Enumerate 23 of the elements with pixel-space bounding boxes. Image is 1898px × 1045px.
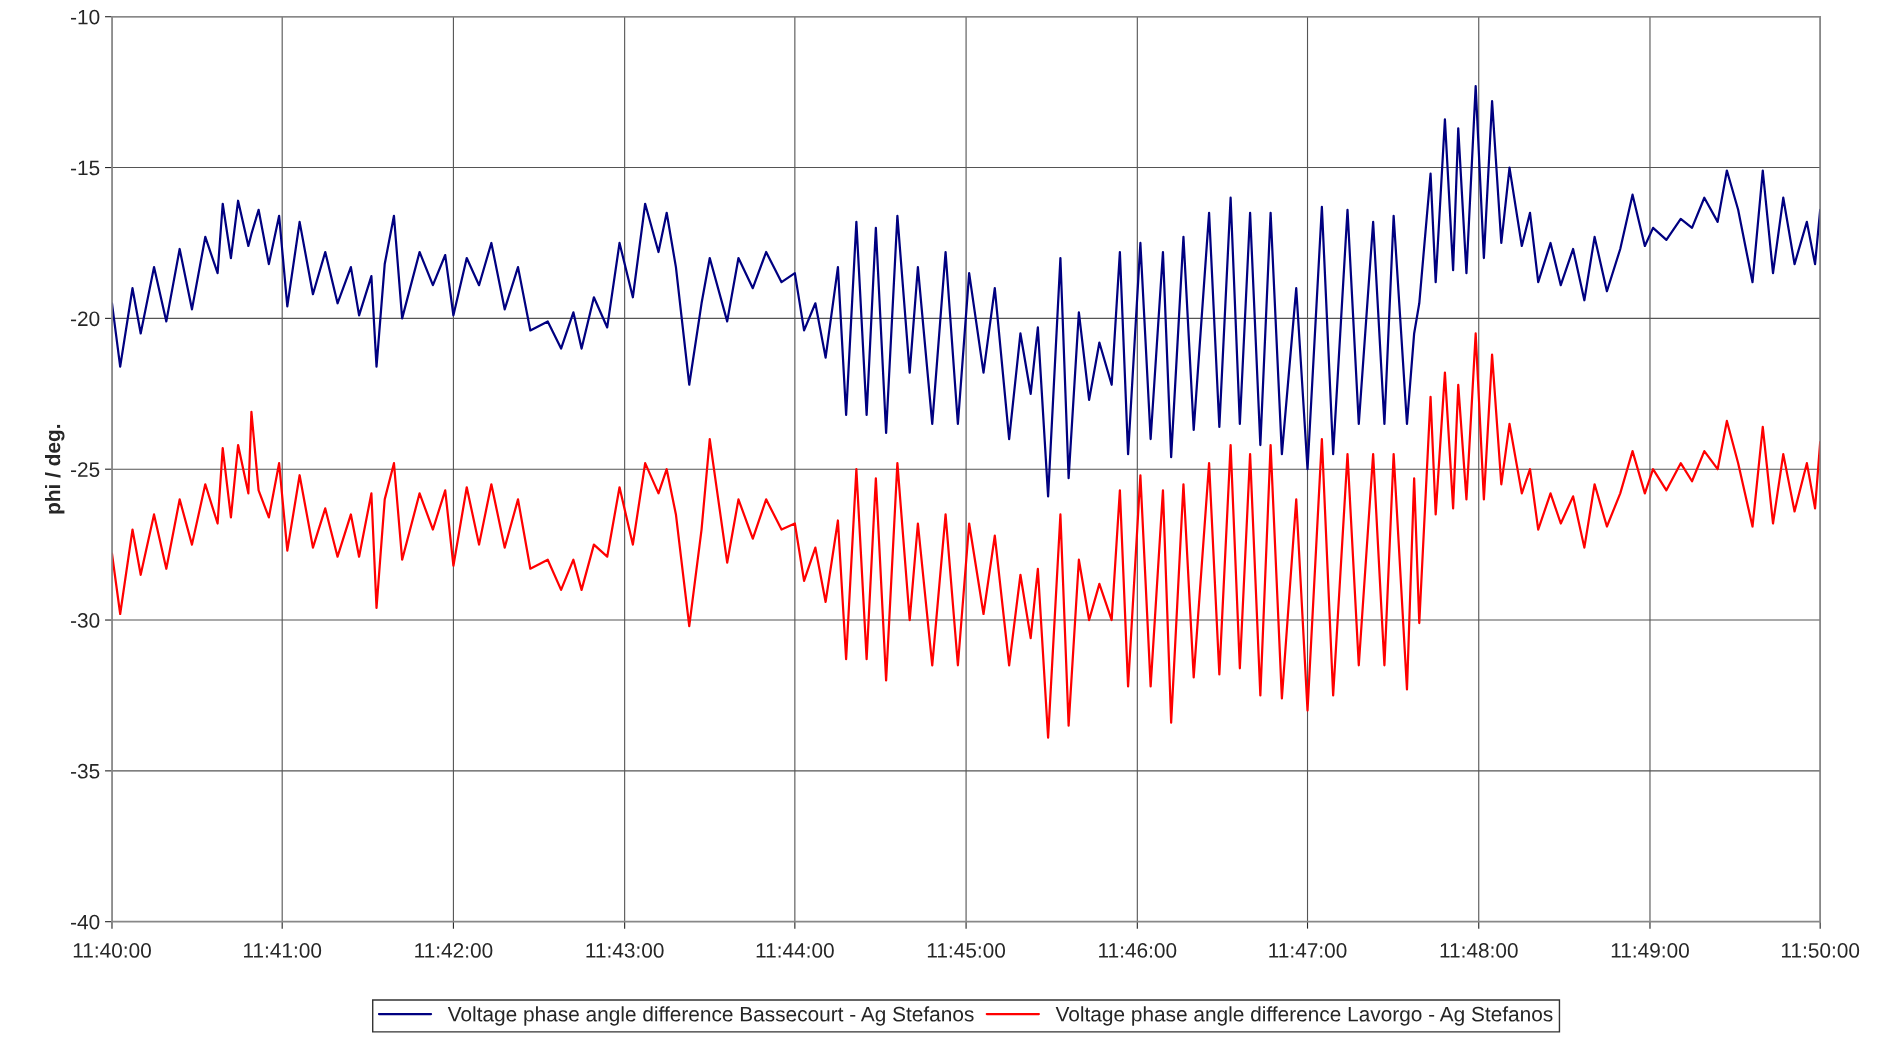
x-tick-label: 11:47:00 [1269, 943, 1347, 958]
x-tick-label: 11:40:00 [73, 943, 151, 958]
x-tick-label: 11:46:00 [1099, 943, 1177, 958]
x-tick-label: 11:49:00 [1611, 943, 1689, 958]
x-tick-label: 11:48:00 [1440, 943, 1518, 958]
y-tick-label: -25 [70, 462, 100, 477]
y-tick-label: -20 [70, 311, 100, 327]
x-tick-label: 11:42:00 [415, 943, 493, 958]
x-tick-label: 11:50:00 [1782, 943, 1860, 958]
x-tick-label: 11:45:00 [927, 943, 1006, 958]
x-tick-label: 11:41:00 [244, 943, 322, 958]
y-tick-label: -15 [70, 160, 100, 176]
y-tick-label: -30 [70, 613, 100, 628]
x-tick-label: 11:44:00 [756, 943, 834, 958]
y-tick-label: -10 [70, 9, 100, 25]
y-tick-label: -40 [70, 914, 100, 930]
y-tick-label: -35 [70, 763, 100, 779]
legend-label: Voltage phase angle difference Lavorgo - Ag Stefanos [1055, 1006, 1553, 1026]
y-axis-title: phi / deg. [45, 424, 65, 514]
legend-label: Voltage phase angle difference Bassecourt - Ag Stefanos [447, 1006, 974, 1026]
x-tick-label: 11:43:00 [586, 943, 664, 958]
line-series [111, 84, 1821, 498]
line-series [111, 332, 1821, 739]
